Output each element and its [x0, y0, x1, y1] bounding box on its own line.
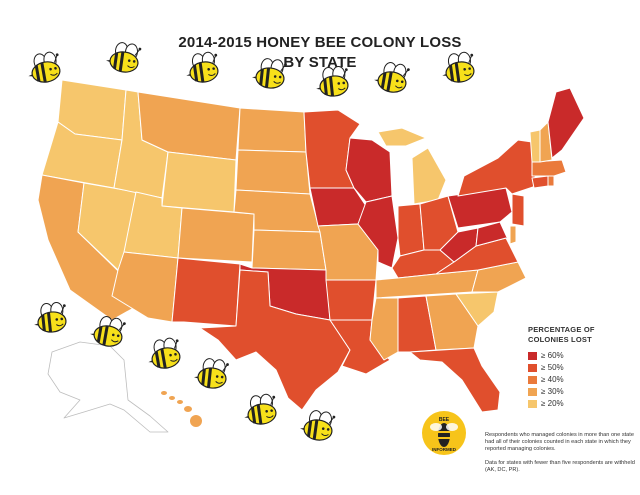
- legend-label: ≥ 20%: [541, 399, 564, 408]
- legend-item: ≥ 30%: [528, 386, 564, 397]
- state-pa: [447, 187, 513, 229]
- logo-text-top: BEE: [439, 417, 450, 423]
- state-hi: [161, 391, 202, 427]
- legend-item: ≥ 50%: [528, 362, 564, 373]
- bee-icon: [442, 51, 475, 83]
- state-sc: [455, 291, 499, 327]
- legend-swatch: [528, 351, 537, 360]
- bee-decorations: [28, 42, 475, 441]
- state-fl: [409, 347, 501, 413]
- bee-icon: [90, 316, 126, 347]
- state-mi-up: [377, 127, 427, 147]
- bee-icon: [106, 42, 142, 73]
- legend-label: ≥ 30%: [541, 387, 564, 396]
- bee-icon: [193, 358, 229, 389]
- state-wy: [161, 151, 237, 213]
- legend-swatch: [528, 375, 537, 384]
- map-title-line1: 2014-2015 HONEY BEE COLONY LOSS: [178, 34, 462, 51]
- state-md: [475, 221, 511, 247]
- bee-icon: [34, 301, 67, 333]
- legend-title-line2: COLONIES LOST: [528, 335, 592, 344]
- state-ga: [425, 293, 479, 351]
- bee-icon: [186, 51, 219, 83]
- state-nm: [171, 257, 241, 327]
- state-co: [177, 207, 255, 263]
- state-ks: [251, 229, 327, 271]
- state-ia: [309, 187, 367, 227]
- legend-title-line1: PERCENTAGE OF: [528, 325, 595, 334]
- note-multistate: Respondents who managed colonies in more…: [485, 432, 634, 452]
- legend-label: ≥ 50%: [541, 363, 564, 372]
- state-nc: [471, 261, 527, 293]
- state-tx: [199, 269, 351, 411]
- state-ny: [457, 139, 537, 197]
- state-vt: [529, 129, 541, 163]
- legend-item: ≥ 60%: [528, 350, 564, 361]
- bee-icon: [28, 51, 61, 83]
- bee-icon: [251, 58, 287, 89]
- legend-swatch: [528, 363, 537, 372]
- state-me: [547, 87, 585, 159]
- state-nd: [237, 107, 307, 153]
- legend-item: ≥ 20%: [528, 398, 564, 409]
- legend-swatch: [528, 387, 537, 396]
- bee-icon: [300, 410, 336, 441]
- state-in: [397, 203, 425, 257]
- state-sd: [235, 149, 311, 195]
- logo-text-bottom: INFORMED: [432, 447, 457, 452]
- state-il: [357, 195, 399, 269]
- bee-icon: [148, 337, 181, 369]
- legend-label: ≥ 40%: [541, 375, 564, 384]
- state-ma: [531, 159, 567, 177]
- state-nj: [511, 193, 525, 227]
- state-ct: [531, 175, 549, 189]
- bee-icon: [316, 65, 349, 97]
- state-ak: [47, 341, 169, 433]
- state-de: [509, 225, 517, 245]
- bee-icon: [374, 62, 410, 93]
- legend-label: ≥ 60%: [541, 351, 564, 360]
- legend-item: ≥ 40%: [528, 374, 564, 385]
- bee-informed-logo: BEE INFORMED: [422, 411, 466, 455]
- state-ar: [325, 279, 377, 321]
- legend-swatch: [528, 399, 537, 408]
- state-mi: [411, 147, 447, 205]
- state-ri: [547, 175, 555, 187]
- note-withheld: Data for states with fewer than five res…: [485, 460, 635, 473]
- bee-icon: [244, 393, 277, 425]
